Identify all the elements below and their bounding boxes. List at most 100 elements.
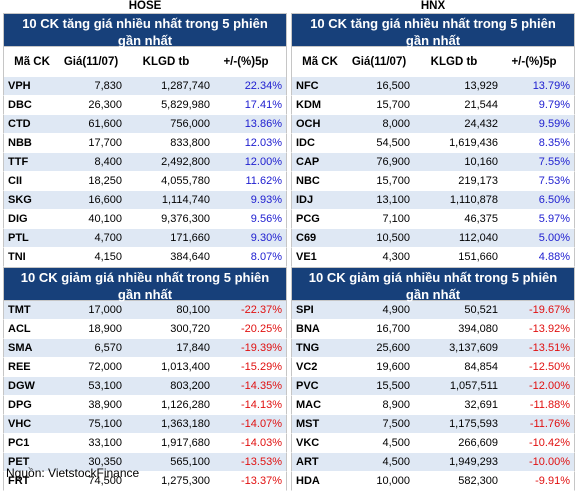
price-cell: 54,500: [376, 137, 410, 149]
price-cell: 76,900: [376, 156, 410, 168]
stock-code: SPI: [296, 304, 314, 316]
change-cell: -13.51%: [529, 342, 570, 354]
stock-code: PTL: [8, 232, 29, 244]
volume-cell: 300,720: [170, 323, 210, 335]
volume-cell: 803,200: [170, 380, 210, 392]
price-cell: 38,900: [88, 399, 122, 411]
gainers-title: 10 CK tăng giá nhiều nhất trong 5 phiên …: [291, 13, 575, 48]
volume-cell: 9,376,300: [161, 213, 210, 225]
change-cell: -14.07%: [241, 418, 282, 430]
price-cell: 40,100: [88, 213, 122, 225]
price-cell: 15,700: [376, 99, 410, 111]
price-cell: 13,100: [376, 194, 410, 206]
change-cell: 7.55%: [538, 156, 570, 168]
losers-table: SPI 4,900 50,521 -19.67% BNA 16,700 394,080 -13…: [291, 301, 575, 491]
stock-code: CII: [8, 175, 23, 187]
volume-cell: 1,275,300: [161, 475, 210, 487]
price-cell: 10,500: [376, 232, 410, 244]
volume-cell: 171,660: [170, 232, 210, 244]
volume-cell: 21,544: [464, 99, 498, 111]
price-cell: 75,100: [88, 418, 122, 430]
price-cell: 16,700: [376, 323, 410, 335]
table-row: DBC 26,300 5,829,980 17.41%: [3, 96, 287, 115]
price-cell: 18,900: [88, 323, 122, 335]
price-cell: 16,600: [88, 194, 122, 206]
table-row: CAP 76,900 10,160 7.55%: [291, 153, 575, 172]
losers-table: TMT 17,000 80,100 -22.37% ACL 18,900 300,720 -2…: [3, 301, 287, 491]
price-cell: 17,000: [88, 304, 122, 316]
change-cell: 7.53%: [538, 175, 570, 187]
stock-code: REE: [8, 361, 31, 373]
price-cell: 8,900: [382, 399, 410, 411]
stock-code: IDJ: [296, 194, 314, 206]
exchange-label: HNX: [420, 0, 446, 12]
table-row: PTL 4,700 171,660 9.30%: [3, 229, 287, 248]
change-cell: 8.35%: [538, 137, 570, 149]
change-cell: -11.76%: [529, 418, 570, 430]
change-cell: 22.34%: [244, 80, 282, 92]
volume-cell: 13,929: [464, 80, 498, 92]
change-cell: -13.92%: [529, 323, 570, 335]
stock-code: PCG: [296, 213, 320, 225]
exchange-label: HOSE: [128, 0, 162, 12]
stock-code: PET: [8, 456, 30, 468]
change-cell: -9.91%: [535, 475, 570, 487]
table-row: ACL 18,900 300,720 -20.25%: [3, 320, 287, 339]
change-cell: 13.79%: [532, 80, 570, 92]
table-row: NBB 17,700 833,800 12.03%: [3, 134, 287, 153]
change-cell: -13.37%: [241, 475, 282, 487]
table-row: IDJ 13,100 1,110,878 6.50%: [291, 191, 575, 210]
price-cell: 25,600: [376, 342, 410, 354]
change-cell: 9.93%: [250, 194, 282, 206]
col-price: Giá(11/07): [63, 56, 119, 68]
volume-cell: 1,110,878: [449, 194, 498, 206]
table-row: MAC 8,900 32,691 -11.88%: [291, 396, 575, 415]
volume-cell: 266,609: [458, 437, 498, 449]
volume-cell: 151,660: [458, 251, 498, 263]
volume-cell: 5,829,980: [161, 99, 210, 111]
price-cell: 72,000: [88, 361, 122, 373]
change-cell: 4.88%: [538, 251, 570, 263]
volume-cell: 384,640: [170, 251, 210, 263]
price-cell: 26,300: [88, 99, 122, 111]
price-cell: 4,700: [94, 232, 122, 244]
table-row: CII 18,250 4,055,780 11.62%: [3, 172, 287, 191]
change-cell: 9.59%: [538, 118, 570, 130]
change-cell: 8.07%: [250, 251, 282, 263]
stock-code: PC1: [8, 437, 30, 449]
price-cell: 4,500: [382, 456, 410, 468]
volume-cell: 1,013,400: [161, 361, 210, 373]
price-cell: 30,350: [88, 456, 122, 468]
table-row: TTF 8,400 2,492,800 12.00%: [3, 153, 287, 172]
stock-code: CTD: [8, 118, 31, 130]
stock-code: C69: [296, 232, 317, 244]
price-cell: 53,100: [88, 380, 122, 392]
table-row: PVC 15,500 1,057,511 -12.00%: [291, 377, 575, 396]
table-row: PET 30,350 565,100 -13.53%: [3, 453, 287, 472]
price-cell: 18,250: [88, 175, 122, 187]
volume-cell: 17,840: [176, 342, 210, 354]
column-header: Mã CK Giá(11/07) KLGD tb +/-(%)5p: [291, 47, 575, 77]
table-row: PCG 7,100 46,375 5.97%: [291, 210, 575, 229]
table-row: TNG 25,600 3,137,609 -13.51%: [291, 339, 575, 358]
stock-code: FRT: [8, 475, 30, 487]
stock-code: OCH: [296, 118, 321, 130]
price-cell: 6,570: [94, 342, 122, 354]
volume-cell: 10,160: [464, 156, 498, 168]
table-row: VE1 4,300 151,660 4.88%: [291, 248, 575, 267]
table-row: DPG 38,900 1,126,280 -14.13%: [3, 396, 287, 415]
price-cell: 10,000: [376, 475, 410, 487]
volume-cell: 1,126,280: [161, 399, 210, 411]
stock-code: DGW: [8, 380, 35, 392]
stock-code: SKG: [8, 194, 32, 206]
table-row: C69 10,500 112,040 5.00%: [291, 229, 575, 248]
price-cell: 4,900: [382, 304, 410, 316]
volume-cell: 84,854: [464, 361, 498, 373]
price-cell: 17,700: [88, 137, 122, 149]
table-row: MST 7,500 1,175,593 -11.76%: [291, 415, 575, 434]
stock-code: VHC: [8, 418, 32, 430]
change-cell: -12.50%: [529, 361, 570, 373]
stock-code: IDC: [296, 137, 315, 149]
volume-cell: 1,363,180: [161, 418, 210, 430]
volume-cell: 46,375: [464, 213, 498, 225]
